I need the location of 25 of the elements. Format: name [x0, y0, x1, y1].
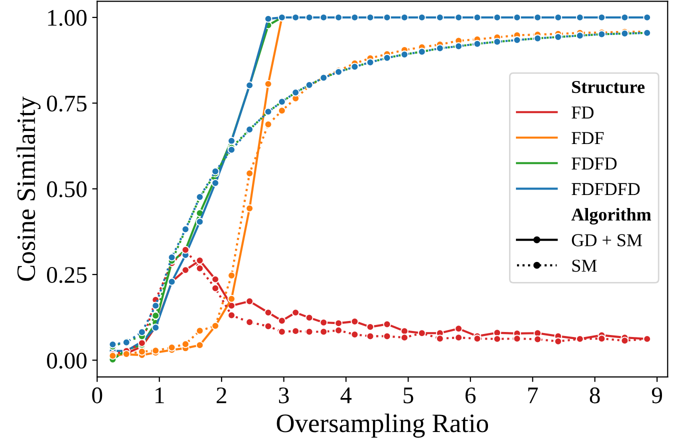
y-axis-title: Cosine Similarity — [16, 96, 41, 281]
x-tick-label: 0 — [92, 387, 102, 404]
annotation: Algorithm — [571, 208, 652, 224]
legend-label: FDFD — [572, 158, 617, 170]
x-tick-label: 7 — [528, 388, 538, 404]
legend-title: Structure — [572, 80, 645, 94]
y-tick-label: 0.50 — [47, 181, 87, 198]
x-tick-label: 8 — [590, 387, 600, 404]
x-tick-label: 5 — [404, 388, 414, 404]
y-tick-label: 0.75 — [47, 96, 87, 112]
x-axis-title: Oversampling Ratio — [276, 414, 488, 438]
y-tick-label: 1.00 — [48, 10, 87, 26]
x-tick-label: 4 — [340, 388, 352, 404]
legend-label: FD — [572, 106, 594, 118]
y-tick-label: 0.00 — [47, 352, 87, 369]
legend-label: FDFDFD — [572, 183, 640, 196]
legend-label: FDF — [572, 132, 604, 144]
x-tick-label: 1 — [156, 388, 164, 404]
x-tick-label: 9 — [652, 387, 662, 404]
annotation: SM — [572, 260, 597, 272]
x-tick-label: 6 — [466, 387, 476, 404]
x-tick-label: 3 — [279, 387, 289, 404]
annotation: GD + SM — [572, 234, 642, 246]
y-tick-label: 0.25 — [47, 267, 87, 284]
x-tick-label: 2 — [216, 387, 226, 404]
